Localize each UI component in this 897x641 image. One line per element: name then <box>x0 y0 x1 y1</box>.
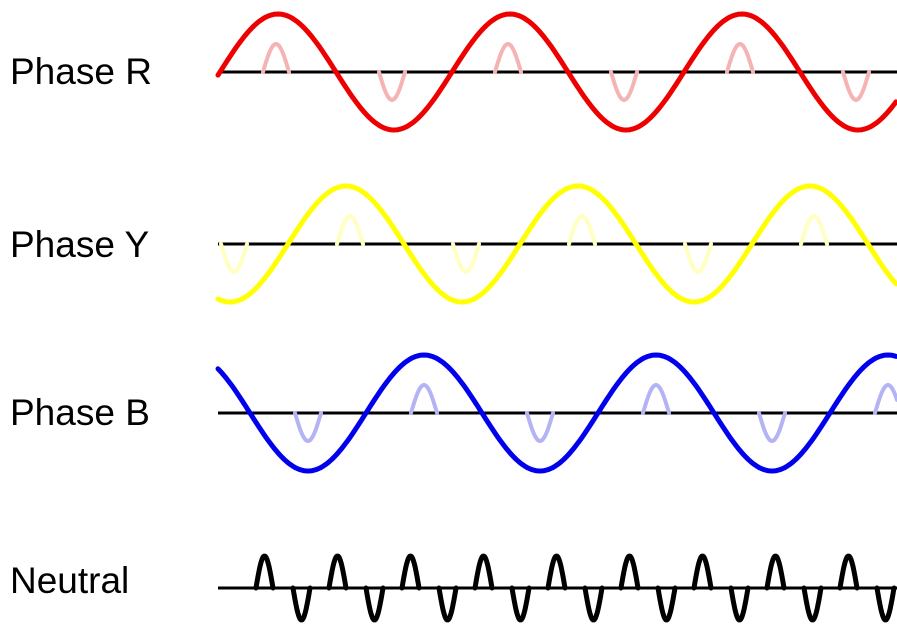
phase-b-waveform <box>215 352 897 474</box>
phase-y-label: Phase Y <box>10 224 150 265</box>
phase-r-third-harmonic <box>261 42 871 102</box>
phase-y-waveform <box>215 183 897 305</box>
phase-b-label: Phase B <box>10 392 150 433</box>
phase-r-waveform <box>215 11 897 133</box>
phase-y-third-harmonic <box>219 214 829 274</box>
phase-r-label: Phase R <box>10 51 152 92</box>
neutral-label: Neutral <box>10 560 130 601</box>
neutral-waveform <box>253 553 897 623</box>
phase-b-third-harmonic <box>293 383 897 443</box>
